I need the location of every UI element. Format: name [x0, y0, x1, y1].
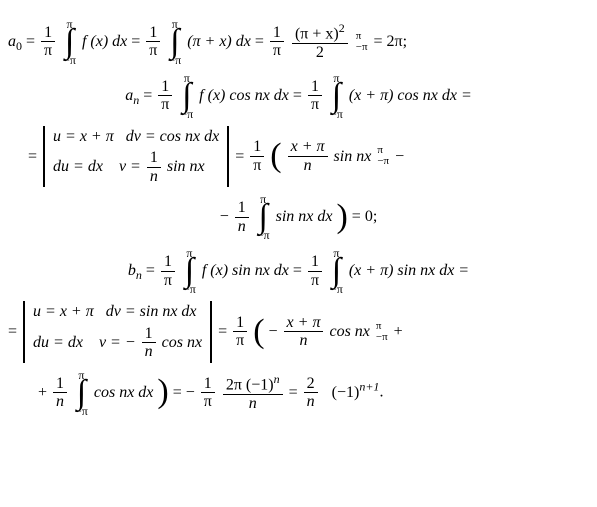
equals: = [235, 148, 244, 165]
equation-an-result: − 1n π∫−π sin nx dx ) = 0; [8, 193, 589, 241]
integrand: (x + π) cos nx dx = [349, 87, 472, 104]
sub-0: 0 [16, 39, 22, 53]
frac-1-pi: 1π [308, 253, 322, 289]
integrand: (x + π) sin nx dx = [349, 262, 469, 279]
frac-2-n: 2n [304, 375, 318, 411]
integral-icon: π∫−π [180, 72, 193, 120]
term: sin nx [334, 148, 372, 165]
period: . [379, 383, 383, 400]
frac-1-pi: 1π [250, 138, 264, 174]
integral-icon: π∫−π [183, 247, 196, 295]
frac-1-pi: 1π [233, 314, 247, 350]
frac-1-pi: 1π [270, 24, 284, 60]
paren-close-icon: ) [157, 382, 168, 402]
integrand: cos nx dx [94, 384, 154, 401]
frac-pi-x-sq-2: (π + x)22 [292, 22, 348, 62]
result: = 0; [352, 208, 377, 225]
eval-bar-icon: π−π [356, 31, 368, 53]
frac-1-pi: 1π [158, 78, 172, 114]
integral-icon: π∫−π [330, 72, 343, 120]
plus: + [38, 384, 47, 401]
paren-open-icon: ( [253, 322, 264, 342]
integral-icon: π∫−π [257, 193, 270, 241]
frac-1-pi: 1π [201, 375, 215, 411]
integrand: f (x) sin nx dx [202, 262, 289, 279]
integral-icon: π∫−π [168, 18, 181, 66]
frac-2pi-neg1n-n: 2π (−1)nn [223, 373, 283, 413]
equation-bn-def: bn = 1π π∫−π f (x) sin nx dx = 1π π∫−π (… [8, 247, 589, 295]
substitution-matrix: u = x + π dv = sin nx dx du = dx v = − 1… [23, 301, 212, 363]
equation-bn-parts: = u = x + π dv = sin nx dx du = dx v = −… [8, 301, 589, 363]
eval-bar-icon: π−π [377, 145, 389, 167]
minus: − [220, 208, 229, 225]
frac-1-pi: 1π [308, 78, 322, 114]
exp-n1: n+1 [359, 379, 379, 393]
frac-1-n: 1n [53, 375, 67, 411]
equation-bn-result: + 1n π∫−π cos nx dx ) = − 1π 2π (−1)nn =… [8, 369, 589, 417]
equals: = [28, 148, 37, 165]
substitution-matrix: u = x + π dv = cos nx dx du = dx v = 1n … [43, 126, 229, 188]
integrand: f (x) dx [82, 33, 127, 50]
integrand: f (x) cos nx dx [199, 87, 289, 104]
term: cos nx [329, 323, 369, 340]
equals: = [26, 33, 35, 50]
integral-icon: π∫−π [75, 369, 88, 417]
neg1: (−1) [332, 384, 360, 401]
sym-a: a [8, 33, 16, 50]
integral-icon: π∫−π [330, 247, 343, 295]
integrand: (π + x) dx [187, 33, 251, 50]
result: = 2π; [374, 33, 408, 50]
frac-1-pi: 1π [161, 253, 175, 289]
equals: = [8, 323, 17, 340]
sub-n: n [136, 268, 142, 282]
minus: − [395, 148, 404, 165]
frac-xpi-n: x + πn [284, 314, 324, 350]
paren-close-icon: ) [336, 207, 347, 227]
frac-xpi-n: x + πn [288, 138, 328, 174]
eval-bar-icon: π−π [376, 321, 388, 343]
plus: + [394, 323, 403, 340]
equals-neg: = − [173, 384, 195, 401]
frac-1-pi: 1π [41, 24, 55, 60]
integral-icon: π∫−π [63, 18, 76, 66]
frac-1-pi: 1π [146, 24, 160, 60]
equals: = [218, 323, 227, 340]
equation-an-parts: = u = x + π dv = cos nx dx du = dx v = 1… [8, 126, 589, 188]
sub-n: n [133, 93, 139, 107]
equation-a0: a0 = 1π π∫−π f (x) dx = 1π π∫−π (π + x) … [8, 18, 589, 66]
frac-1-n: 1n [235, 199, 249, 235]
sym-b: b [128, 262, 136, 279]
minus: − [269, 323, 278, 340]
integrand: sin nx dx [276, 208, 333, 225]
paren-open-icon: ( [270, 146, 281, 166]
equals: = [289, 384, 298, 401]
equation-an-def: an = 1π π∫−π f (x) cos nx dx = 1π π∫−π (… [8, 72, 589, 120]
